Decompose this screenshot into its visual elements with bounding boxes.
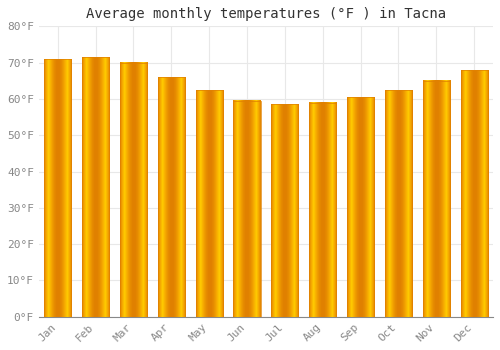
Bar (271, 104, 298, 317)
Bar (347, 97, 374, 317)
Bar (309, 103, 336, 317)
Bar (234, 101, 260, 317)
Bar (385, 90, 412, 317)
Bar (158, 77, 185, 317)
Bar (460, 70, 488, 317)
Bar (422, 81, 450, 317)
Bar (44, 59, 72, 317)
Title: Average monthly temperatures (°F ) in Tacna: Average monthly temperatures (°F ) in Ta… (86, 7, 446, 21)
Bar (82, 57, 109, 317)
Bar (120, 63, 147, 317)
Bar (196, 90, 223, 317)
